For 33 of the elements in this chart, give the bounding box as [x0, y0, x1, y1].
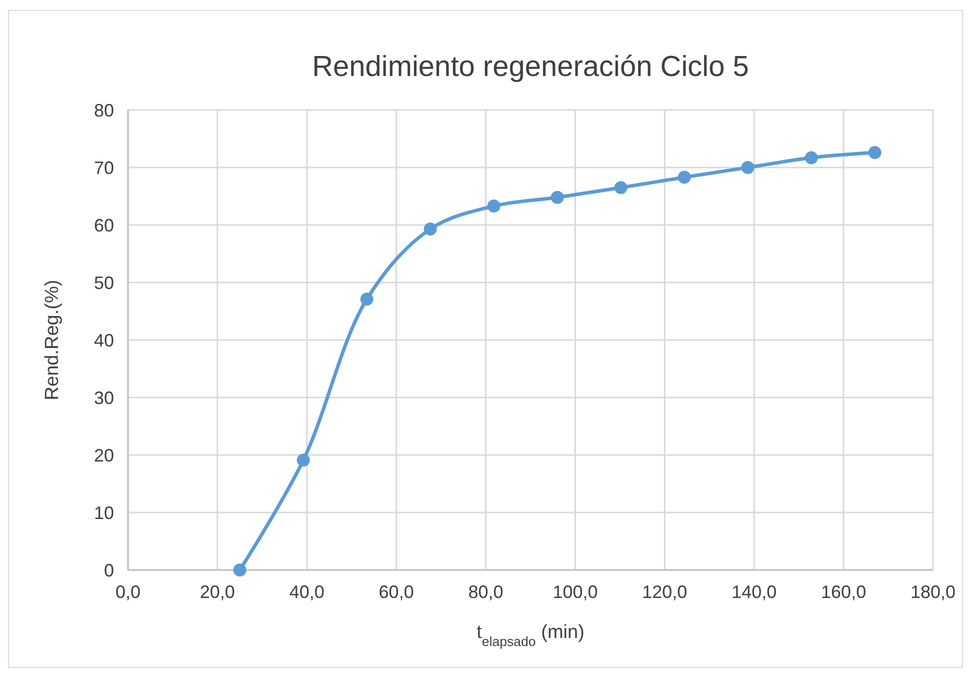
y-tick-label: 0 [104, 560, 114, 580]
y-tick-label: 10 [94, 502, 114, 523]
x-tick-label: 160,0 [821, 582, 866, 602]
x-tick-label: 100,0 [552, 582, 598, 602]
point [550, 190, 564, 204]
x-tick-label: 140,0 [732, 582, 777, 602]
x-tick-label: 60,0 [378, 582, 414, 602]
x-tick-label: 120,0 [642, 582, 688, 602]
x-axis-title: t$_{elapsado}$ (min) [476, 622, 584, 648]
point [678, 170, 691, 184]
x-tick-label: 40,0 [289, 582, 324, 602]
point [233, 564, 246, 576]
y-tick-label: 60 [94, 215, 114, 236]
point [296, 454, 310, 467]
y-tick-label: 80 [94, 100, 114, 120]
point [868, 146, 882, 160]
y-tick-label: 70 [94, 158, 114, 178]
y-tick-label: 20 [94, 445, 114, 466]
y-tick-label: 30 [94, 388, 114, 408]
point [614, 181, 628, 194]
y-axis-title: Rend.Reg.(%) [42, 280, 63, 400]
point [424, 222, 437, 236]
x-tick-label: 80,0 [468, 582, 504, 602]
point [487, 200, 500, 213]
point [360, 292, 374, 306]
point [741, 161, 754, 174]
y-tick-label: 40 [94, 330, 114, 350]
x-tick-label: 180,0 [910, 582, 956, 602]
y-tick-label: 50 [94, 272, 114, 293]
chart-title: Rendimiento regeneración Ciclo 5 [312, 51, 749, 83]
x-tick-label: 0,0 [115, 582, 141, 602]
x-tick-label: 20,0 [200, 582, 235, 602]
point [804, 151, 818, 164]
